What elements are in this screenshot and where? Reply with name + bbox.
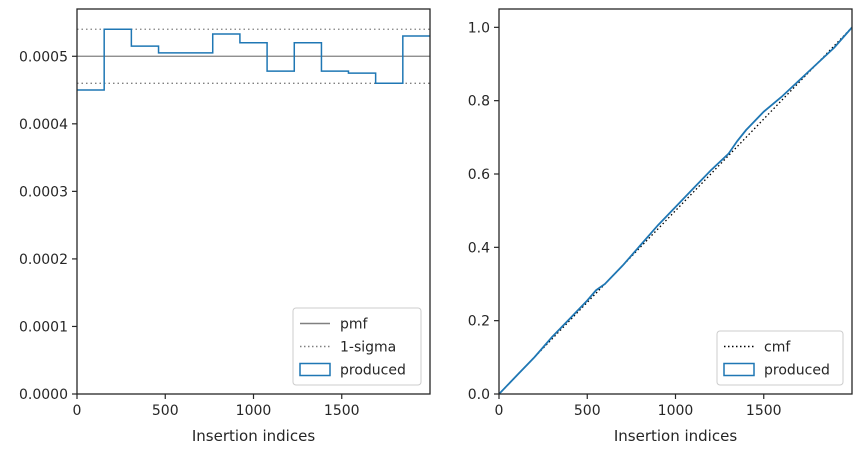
legend: cmf produced [716, 330, 844, 386]
x-tick-label: 0 [495, 403, 504, 419]
legend-box [716, 330, 844, 386]
y-tick-label: 0.8 [468, 94, 490, 110]
axes-frame [76, 8, 431, 395]
y-tick-label: 0.0004 [19, 117, 68, 133]
plot-area [499, 26, 852, 394]
chart-panel-2: 0.0 0.2 0.4 0.6 0.8 1.0 0 500 1000 1500 Insertion … [468, 8, 853, 445]
legend-box [292, 307, 422, 386]
y-tick-label: 0.0000 [19, 387, 68, 403]
y-tick-label: 0.0003 [19, 184, 68, 200]
x-tick-label: 0 [73, 403, 82, 419]
legend-swatch-produced [723, 362, 755, 377]
x-axis-label: Insertion indices [192, 427, 315, 445]
axes-frame [498, 8, 853, 395]
x-tick-label: 1000 [658, 403, 694, 419]
legend-label: produced [764, 363, 830, 379]
x-tick-label: 500 [152, 403, 179, 419]
y-tick-label: 0.4 [468, 240, 490, 256]
y-tick-label: 0.0 [468, 387, 490, 403]
legend-label: 1-sigma [340, 340, 396, 356]
y-tick-label: 0.6 [468, 167, 490, 183]
cmf-line-series [499, 26, 852, 394]
y-tick-label: 0.0002 [19, 252, 68, 268]
legend-label: pmf [340, 317, 369, 333]
x-axis-label: Insertion indices [614, 427, 737, 445]
y-tick-label: 0.2 [468, 314, 490, 330]
y-tick-label: 0.0001 [19, 319, 68, 335]
legend-label: cmf [764, 340, 791, 356]
legend: pmf 1-sigma produced [292, 307, 422, 386]
y-tick-label: 0.0005 [19, 49, 68, 65]
produced-step-series [77, 28, 430, 91]
legend-swatch-produced [299, 362, 331, 377]
x-tick-label: 500 [574, 403, 601, 419]
x-tick-label: 1500 [746, 403, 782, 419]
y-tick-label: 1.0 [468, 20, 490, 36]
chart-panel-1: 0.0000 0.0001 0.0002 0.0003 0.0004 0.0005 0 500… [19, 8, 431, 445]
plot-area [77, 28, 430, 91]
x-tick-label: 1000 [236, 403, 272, 419]
produced-line-series [499, 26, 852, 394]
x-tick-label: 1500 [324, 403, 360, 419]
legend-label: produced [340, 363, 406, 379]
